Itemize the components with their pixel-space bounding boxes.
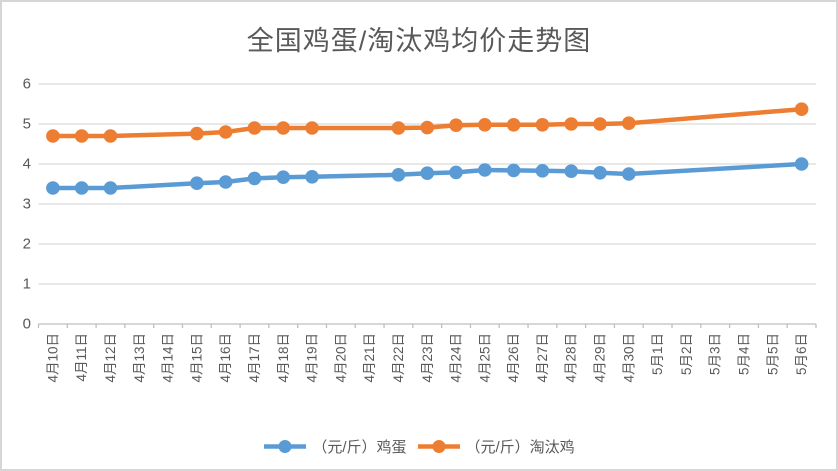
series-marker-egg	[103, 181, 118, 195]
series-marker-egg	[247, 171, 262, 186]
series-marker-egg	[622, 167, 636, 181]
series-marker-culled-chicken	[420, 120, 435, 135]
series-marker-culled-chicken	[218, 125, 233, 139]
legend-item-culled-chicken: （元/斤）淘汰鸡	[417, 436, 575, 457]
x-axis-label: 4月26日	[506, 333, 521, 383]
y-axis-label: 6	[23, 76, 31, 93]
x-axis-label: 4月29日	[593, 333, 608, 383]
chart-title: 全国鸡蛋/淘汰鸡均价走势图	[246, 26, 592, 56]
y-axis-label: 1	[23, 276, 31, 293]
x-axis-label: 5月4日	[737, 333, 752, 375]
series-marker-culled-chicken	[506, 118, 521, 132]
legend-marker-icon	[417, 440, 460, 453]
x-axis-label: 4月23日	[420, 333, 435, 383]
x-axis-label: 4月17日	[247, 333, 262, 383]
x-axis-label: 5月2日	[679, 333, 694, 375]
y-axis-label: 5	[23, 116, 31, 133]
x-axis-label: 5月1日	[650, 333, 665, 375]
series-marker-egg	[564, 164, 579, 178]
series-marker-culled-chicken	[276, 121, 291, 135]
series-marker-egg	[305, 170, 319, 184]
legend-label: （元/斤）淘汰鸡	[465, 439, 575, 456]
x-axis-label: 4月15日	[189, 333, 204, 383]
series-marker-egg	[391, 168, 406, 182]
x-axis-label: 4月28日	[564, 333, 579, 383]
x-axis-label: 4月11日	[74, 333, 89, 382]
x-axis-label: 4月19日	[305, 333, 320, 383]
series-marker-egg	[593, 166, 607, 180]
series-marker-culled-chicken	[449, 118, 463, 132]
series-marker-culled-chicken	[593, 117, 607, 131]
chart-legend: （元/斤）鸡蛋 （元/斤）淘汰鸡	[2, 436, 836, 457]
series-marker-egg	[506, 163, 521, 178]
x-axis-label: 4月13日	[132, 333, 147, 383]
x-axis-label: 4月27日	[535, 333, 550, 383]
x-axis-label: 4月12日	[103, 333, 118, 383]
x-axis-label: 4月25日	[477, 333, 492, 383]
series-marker-egg	[535, 164, 550, 178]
series-marker-culled-chicken	[794, 102, 809, 116]
series-marker-culled-chicken	[622, 116, 636, 130]
x-axis-label: 4月10日	[45, 333, 60, 383]
series-marker-culled-chicken	[391, 121, 406, 135]
y-axis-label: 3	[23, 196, 31, 213]
x-axis-label: 5月5日	[765, 333, 780, 375]
series-marker-culled-chicken	[74, 129, 89, 143]
x-axis-label: 4月21日	[362, 333, 377, 383]
series-marker-culled-chicken	[535, 118, 550, 132]
series-marker-egg	[218, 175, 233, 189]
series-marker-egg	[276, 170, 291, 184]
series-marker-culled-chicken	[46, 129, 60, 143]
x-axis-label: 4月22日	[391, 333, 406, 383]
series-marker-egg	[794, 157, 809, 171]
x-axis-label: 4月24日	[449, 333, 464, 383]
x-axis-label: 4月16日	[218, 333, 233, 383]
x-axis-label: 4月30日	[621, 333, 636, 383]
series-marker-culled-chicken	[103, 129, 118, 143]
series-marker-egg	[420, 166, 435, 180]
legend-item-egg: （元/斤）鸡蛋	[263, 436, 407, 457]
x-axis-label: 5月6日	[794, 333, 809, 375]
series-marker-culled-chicken	[190, 126, 204, 141]
legend-marker-icon	[264, 440, 307, 453]
series-marker-culled-chicken	[478, 118, 492, 132]
y-axis-label: 4	[23, 156, 31, 173]
x-axis-label: 4月14日	[161, 333, 176, 383]
x-axis-label: 4月18日	[276, 333, 291, 383]
series-marker-egg	[190, 176, 204, 190]
x-axis-label: 4月20日	[333, 333, 348, 383]
series-marker-culled-chicken	[564, 117, 579, 131]
series-marker-egg	[478, 163, 492, 177]
legend-label: （元/斤）鸡蛋	[312, 439, 407, 456]
y-axis-label: 0	[23, 316, 31, 333]
series-marker-egg	[449, 165, 463, 180]
y-axis-label: 2	[23, 236, 31, 253]
series-marker-culled-chicken	[247, 121, 262, 135]
series-marker-egg	[74, 181, 89, 195]
series-marker-culled-chicken	[305, 121, 319, 135]
x-axis-label: 5月3日	[708, 333, 723, 375]
series-marker-egg	[46, 181, 60, 195]
